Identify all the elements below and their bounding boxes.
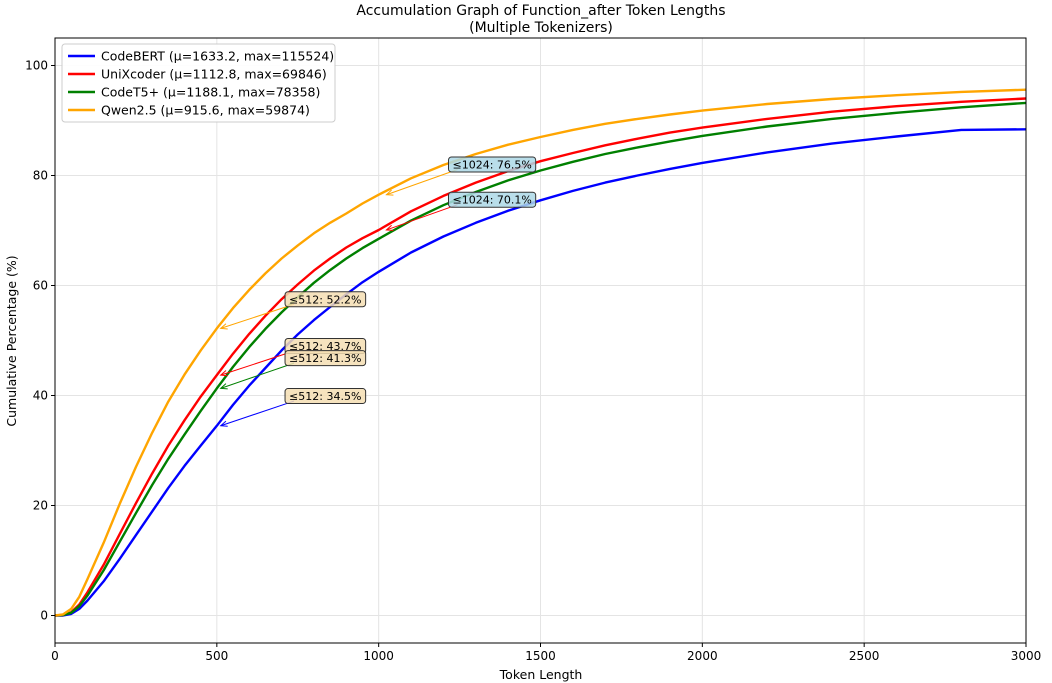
annotation: ≤1024: 76.5% (385, 156, 537, 196)
x-tick-label: 2000 (687, 649, 718, 663)
series-layer (54, 88, 1027, 617)
ticks: 0 500 1000 1500 2000 2500 3000 0 20 40 60 80 100 (25, 59, 1041, 664)
annotation-label: ≤1024: 70.1% (452, 194, 531, 207)
annotation-arrowhead (385, 189, 394, 196)
series-line (54, 88, 1027, 617)
legend-entry: CodeT5+ (μ=1188.1, max=78358) (101, 85, 320, 100)
series-line (55, 128, 1027, 617)
x-tick-label: 2500 (849, 649, 880, 663)
x-tick-label: 500 (205, 649, 228, 663)
chart-subtitle: (Multiple Tokenizers) (469, 20, 613, 36)
annotation-box (447, 156, 537, 173)
annotation-arrow (386, 204, 458, 231)
annotation: ≤512: 41.3% (219, 350, 367, 390)
y-tick-label: 40 (33, 389, 48, 403)
annotation: ≤1024: 70.1% (385, 191, 537, 231)
y-tick-label: 100 (25, 59, 48, 73)
series-line (54, 101, 1027, 617)
legend: CodeBERT (μ=1633.2, max=115524) UniXcoder… (61, 43, 336, 123)
y-tick-label: 60 (33, 279, 48, 293)
annotation-arrow (220, 350, 295, 376)
series-line (54, 97, 1027, 617)
annotation-arrowhead (219, 323, 228, 330)
annotation-label: ≤512: 34.5% (289, 390, 361, 403)
annotation-box (284, 350, 367, 367)
y-tick-label: 80 (33, 169, 48, 183)
chart-title: Accumulation Graph of Function_after Tok… (356, 3, 725, 19)
annotation-arrow (386, 169, 458, 196)
annotation-arrow (220, 303, 295, 329)
legend-entry: Qwen2.5 (μ=915.6, max=59874) (101, 103, 310, 118)
x-axis-label: Token Length (499, 667, 583, 682)
annotation: ≤512: 34.5% (219, 388, 367, 427)
annotation-label: ≤512: 52.2% (289, 293, 361, 306)
y-axis-label: Cumulative Percentage (%) (4, 255, 19, 426)
annotation-arrowhead (219, 370, 228, 377)
x-tick-label: 3000 (1011, 649, 1042, 663)
annotation-box (447, 191, 537, 208)
annotation-box (284, 388, 367, 405)
annotation-layer: ≤512: 52.2% ≤512: 43.7%≤512: 41.3% ≤512: 3… (219, 156, 537, 427)
y-tick-label: 0 (40, 609, 48, 623)
x-tick-label: 1000 (363, 649, 394, 663)
annotation-arrowhead (385, 224, 394, 231)
annotation-box (284, 291, 367, 308)
annotation: ≤512: 43.7% (219, 338, 367, 377)
annotation-arrowhead (219, 383, 228, 390)
legend-entry: UniXcoder (μ=1112.8, max=69846) (101, 67, 327, 82)
annotation-label: ≤1024: 76.5% (452, 159, 531, 172)
annotation-arrowhead (219, 420, 228, 427)
annotation-arrow (220, 400, 295, 427)
grid (54, 38, 1027, 643)
annotation: ≤512: 52.2% (219, 291, 367, 330)
y-tick-label: 20 (33, 499, 48, 513)
legend-box (61, 43, 336, 123)
x-tick-label: 1500 (525, 649, 556, 663)
annotation-label: ≤512: 41.3% (289, 352, 361, 365)
annotation-arrow (220, 362, 295, 389)
legend-entry: CodeBERT (μ=1633.2, max=115524) (101, 49, 334, 64)
annotation-label: ≤512: 43.7% (289, 340, 361, 353)
x-tick-label: 0 (51, 649, 59, 663)
